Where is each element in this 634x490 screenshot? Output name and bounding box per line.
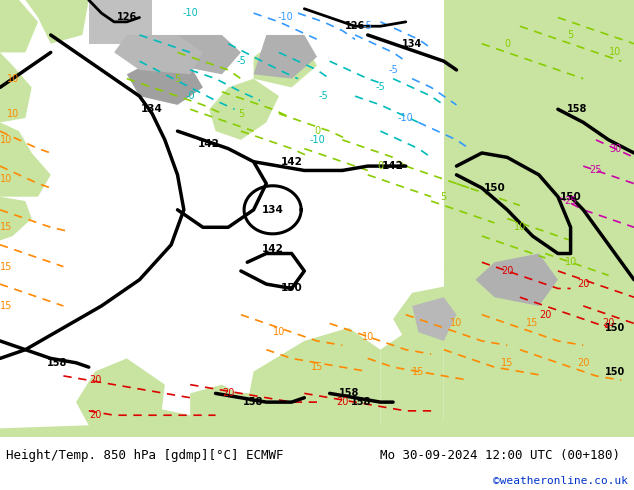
Text: 134: 134 — [141, 104, 163, 114]
Text: 25: 25 — [564, 196, 577, 206]
Polygon shape — [254, 35, 317, 79]
Polygon shape — [476, 253, 558, 306]
Polygon shape — [95, 402, 190, 437]
Text: -5: -5 — [388, 65, 398, 75]
Polygon shape — [190, 385, 254, 437]
Text: 142: 142 — [262, 244, 283, 254]
Text: 10: 10 — [514, 222, 526, 232]
Text: 20: 20 — [577, 279, 590, 289]
Text: 10: 10 — [0, 174, 13, 184]
Text: -10: -10 — [309, 135, 325, 145]
Text: -5: -5 — [236, 56, 246, 66]
Text: 20: 20 — [336, 397, 349, 407]
Text: 15: 15 — [0, 222, 13, 232]
Polygon shape — [127, 61, 203, 105]
Text: 134: 134 — [262, 205, 283, 215]
Text: 10: 10 — [0, 135, 13, 145]
Text: 5: 5 — [238, 109, 244, 119]
Polygon shape — [209, 79, 279, 140]
Text: 10: 10 — [6, 74, 19, 84]
Polygon shape — [539, 196, 634, 328]
Text: 10: 10 — [6, 109, 19, 119]
Text: 158: 158 — [339, 389, 359, 398]
Text: 0: 0 — [377, 161, 384, 171]
Text: 20: 20 — [602, 318, 615, 328]
Text: 25: 25 — [590, 166, 602, 175]
Polygon shape — [222, 393, 254, 415]
Text: 142: 142 — [382, 161, 404, 171]
Text: 20: 20 — [89, 410, 101, 420]
Polygon shape — [444, 219, 571, 315]
Polygon shape — [0, 196, 32, 241]
Polygon shape — [76, 358, 165, 437]
Text: Height/Temp. 850 hPa [gdmp][°C] ECMWF: Height/Temp. 850 hPa [gdmp][°C] ECMWF — [6, 449, 284, 462]
Polygon shape — [114, 35, 203, 74]
Text: 20: 20 — [501, 266, 514, 276]
Text: 158: 158 — [243, 397, 264, 407]
Text: 126: 126 — [117, 12, 137, 23]
Polygon shape — [0, 419, 634, 437]
Polygon shape — [0, 52, 32, 122]
Polygon shape — [0, 0, 38, 52]
Text: 15: 15 — [526, 318, 539, 328]
Polygon shape — [0, 122, 51, 196]
Polygon shape — [393, 284, 476, 350]
Text: 15: 15 — [0, 301, 13, 311]
Text: 142: 142 — [198, 139, 220, 149]
Text: 142: 142 — [281, 157, 302, 167]
Text: 5: 5 — [174, 74, 181, 84]
Text: 30: 30 — [609, 144, 621, 153]
Text: 150: 150 — [484, 183, 505, 193]
Text: Mo 30-09-2024 12:00 UTC (00+180): Mo 30-09-2024 12:00 UTC (00+180) — [380, 449, 621, 462]
Polygon shape — [89, 0, 152, 44]
Text: 15: 15 — [0, 262, 13, 271]
Polygon shape — [380, 306, 444, 437]
Text: 20: 20 — [222, 389, 235, 398]
Text: 10: 10 — [450, 318, 463, 328]
Polygon shape — [165, 35, 241, 74]
Text: 150: 150 — [605, 323, 625, 333]
Text: 20: 20 — [89, 375, 101, 385]
Text: 126: 126 — [345, 21, 365, 31]
Text: 5: 5 — [441, 192, 447, 202]
Polygon shape — [412, 297, 456, 341]
Text: -5: -5 — [375, 82, 385, 93]
Text: -10: -10 — [398, 113, 413, 123]
Text: 0: 0 — [504, 39, 510, 49]
Text: -10: -10 — [183, 8, 198, 18]
Text: 150: 150 — [605, 367, 625, 376]
Text: 150: 150 — [560, 192, 581, 202]
Text: 15: 15 — [412, 367, 425, 376]
Text: 10: 10 — [273, 327, 285, 337]
Text: 158: 158 — [567, 104, 587, 114]
Polygon shape — [25, 0, 89, 44]
Text: -0: -0 — [185, 91, 195, 101]
Text: 158: 158 — [47, 358, 67, 368]
Polygon shape — [241, 328, 380, 437]
Text: 20: 20 — [539, 310, 552, 319]
Text: 10: 10 — [564, 257, 577, 267]
Text: 134: 134 — [402, 39, 422, 49]
Text: 0: 0 — [314, 126, 320, 136]
Text: 20: 20 — [577, 358, 590, 368]
Text: 15: 15 — [311, 362, 323, 372]
Text: 10: 10 — [361, 332, 374, 342]
Text: ©weatheronline.co.uk: ©weatheronline.co.uk — [493, 476, 628, 486]
Polygon shape — [254, 44, 317, 87]
Text: -10: -10 — [278, 12, 293, 23]
Text: 15: 15 — [501, 358, 514, 368]
Polygon shape — [444, 0, 634, 437]
Text: 5: 5 — [567, 30, 574, 40]
Text: -5: -5 — [363, 21, 373, 31]
Text: -5: -5 — [318, 91, 328, 101]
Text: 10: 10 — [609, 48, 621, 57]
Text: 150: 150 — [281, 284, 302, 294]
Text: 158: 158 — [351, 397, 372, 407]
